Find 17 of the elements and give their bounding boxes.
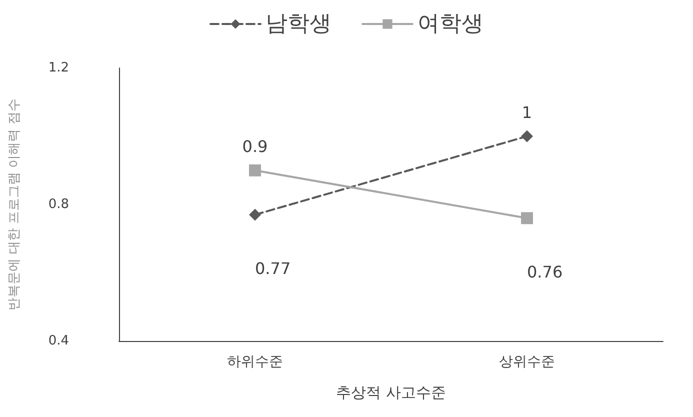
data-label: 1 [522,102,532,122]
x-axis-title: 추상적 사고수준 [336,384,446,402]
x-tick-label: 하위수준 [227,354,283,370]
y-tick-label: 0.8 [48,197,69,212]
point [521,212,533,224]
point [249,164,261,176]
legend-label: 남학생 [266,12,332,36]
y-axis-title: 반복문에 대한 프로그램 이해력 점수 [7,98,22,310]
data-label: 0.77 [255,259,291,278]
point [249,208,261,221]
data-label: 0.9 [242,136,268,156]
point [521,130,533,142]
legend-label: 여학생 [418,12,484,36]
x-tick-label: 상위수준 [499,354,555,370]
y-tick-label: 1.2 [48,60,69,76]
y-tick-label: 0.4 [48,334,69,348]
data-label: 0.76 [527,262,563,282]
